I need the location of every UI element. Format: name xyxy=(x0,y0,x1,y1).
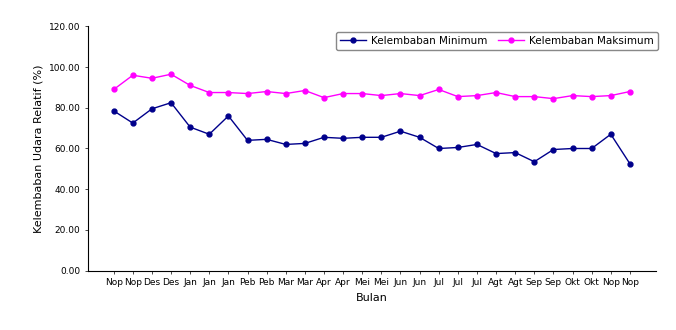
Kelembaban Minimum xyxy=(626,162,634,166)
Kelembaban Maksimum xyxy=(492,90,500,94)
Kelembaban Maksimum xyxy=(243,91,251,96)
Kelembaban Maksimum xyxy=(110,87,118,91)
Kelembaban Maksimum xyxy=(358,91,366,96)
Kelembaban Minimum xyxy=(186,125,194,129)
Line: Kelembaban Maksimum: Kelembaban Maksimum xyxy=(112,72,632,101)
Y-axis label: Kelembaban Udara Relatif (%): Kelembaban Udara Relatif (%) xyxy=(33,64,43,233)
Kelembaban Minimum xyxy=(396,129,404,133)
Kelembaban Minimum xyxy=(473,143,481,147)
Line: Kelembaban Minimum: Kelembaban Minimum xyxy=(112,100,632,166)
Kelembaban Minimum xyxy=(110,109,118,113)
Kelembaban Maksimum xyxy=(530,95,538,99)
Kelembaban Minimum xyxy=(167,101,175,105)
Kelembaban Minimum xyxy=(224,114,233,118)
Kelembaban Maksimum xyxy=(167,72,175,76)
Kelembaban Maksimum xyxy=(416,94,424,98)
Kelembaban Maksimum xyxy=(607,94,615,98)
Kelembaban Minimum xyxy=(148,107,156,111)
Kelembaban Maksimum xyxy=(569,94,577,98)
Kelembaban Maksimum xyxy=(224,90,233,94)
Kelembaban Minimum xyxy=(301,142,309,146)
Kelembaban Maksimum xyxy=(262,89,270,93)
Kelembaban Maksimum xyxy=(301,88,309,92)
Kelembaban Minimum xyxy=(454,146,462,149)
Legend: Kelembaban Minimum, Kelembaban Maksimum: Kelembaban Minimum, Kelembaban Maksimum xyxy=(335,32,658,50)
Kelembaban Minimum xyxy=(607,132,615,136)
Kelembaban Minimum xyxy=(262,137,270,141)
Kelembaban Maksimum xyxy=(377,94,385,98)
Kelembaban Maksimum xyxy=(282,91,290,96)
Kelembaban Minimum xyxy=(339,136,347,140)
X-axis label: Bulan: Bulan xyxy=(356,293,388,303)
Kelembaban Maksimum xyxy=(511,95,519,99)
Kelembaban Maksimum xyxy=(587,95,596,99)
Kelembaban Minimum xyxy=(416,135,424,139)
Kelembaban Maksimum xyxy=(186,83,194,87)
Kelembaban Maksimum xyxy=(320,96,328,100)
Kelembaban Minimum xyxy=(511,150,519,154)
Kelembaban Maksimum xyxy=(396,91,404,96)
Kelembaban Minimum xyxy=(320,135,328,139)
Kelembaban Minimum xyxy=(492,151,500,155)
Kelembaban Maksimum xyxy=(473,94,481,98)
Kelembaban Minimum xyxy=(282,143,290,147)
Kelembaban Maksimum xyxy=(339,91,347,96)
Kelembaban Minimum xyxy=(128,121,137,125)
Kelembaban Minimum xyxy=(243,138,251,142)
Kelembaban Minimum xyxy=(435,147,443,150)
Kelembaban Minimum xyxy=(587,147,596,150)
Kelembaban Minimum xyxy=(530,160,538,164)
Kelembaban Maksimum xyxy=(206,90,214,94)
Kelembaban Minimum xyxy=(358,135,366,139)
Kelembaban Minimum xyxy=(569,147,577,150)
Kelembaban Maksimum xyxy=(128,73,137,77)
Kelembaban Minimum xyxy=(206,132,214,136)
Kelembaban Maksimum xyxy=(550,97,558,101)
Kelembaban Minimum xyxy=(377,135,385,139)
Kelembaban Maksimum xyxy=(454,95,462,99)
Kelembaban Minimum xyxy=(550,148,558,151)
Kelembaban Maksimum xyxy=(626,89,634,93)
Kelembaban Maksimum xyxy=(435,87,443,91)
Kelembaban Maksimum xyxy=(148,76,156,80)
